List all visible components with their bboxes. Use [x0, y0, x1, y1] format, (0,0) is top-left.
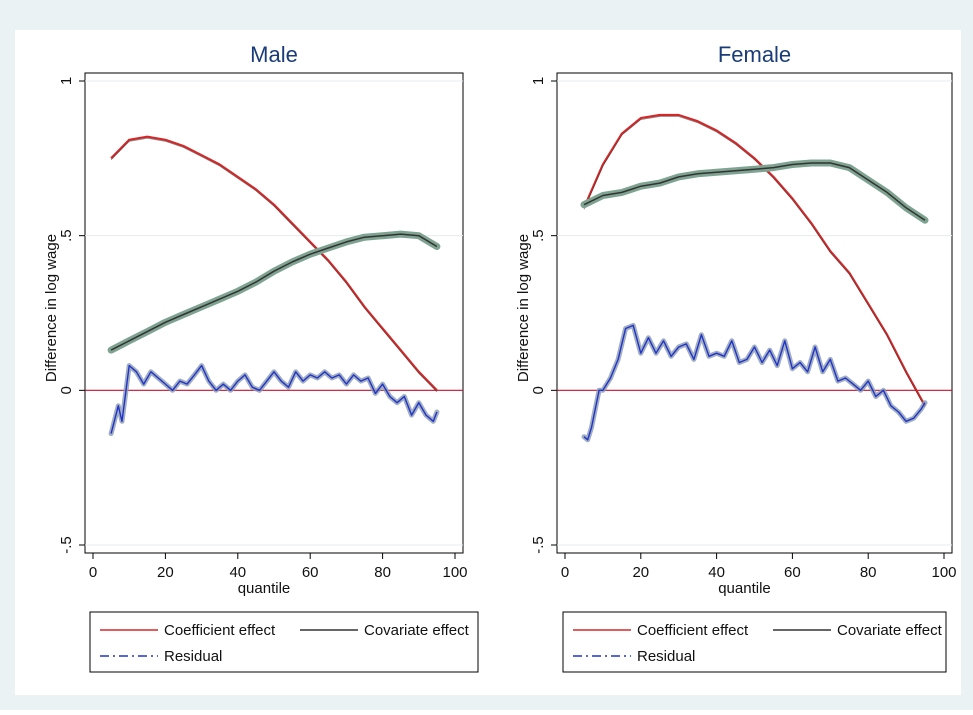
x-tick-label: 60	[784, 564, 801, 581]
x-tick-label: 80	[860, 564, 877, 581]
plot-area	[556, 72, 953, 554]
x-tick-label: 20	[157, 564, 174, 581]
legend-label: Coefficient effect	[637, 622, 749, 639]
chart-title: Male	[250, 42, 298, 67]
chart-panel-1: Male -.5 0 .5 1 0 20 40 60 80 100 quantile Differenc…	[15, 30, 489, 695]
series-residual-line	[110, 364, 438, 434]
y-tick-label: .5	[58, 229, 75, 242]
series-covariate-effect-line	[583, 162, 926, 221]
chart-title: Female	[718, 42, 791, 67]
legend-box	[89, 611, 479, 673]
legend-label: Covariate effect	[364, 622, 470, 639]
x-tick-label: 0	[89, 564, 97, 581]
x-tick-label: 100	[442, 564, 467, 581]
x-tick-label: 80	[374, 564, 391, 581]
series-coefficient-effect-line	[110, 135, 438, 392]
chart-panel-2: Female -.5 0 .5 1 0 20 40 60 80 100 quantile Differe…	[487, 30, 961, 695]
x-tick-label: 60	[302, 564, 319, 581]
legend-box	[562, 611, 947, 673]
legend-label: Coefficient effect	[164, 622, 276, 639]
y-tick-label: -.5	[530, 536, 547, 554]
x-tick-label: 40	[229, 564, 246, 581]
series-residual-line	[583, 324, 926, 441]
y-tick-label: 0	[530, 386, 547, 394]
series-coefficient-effect-line	[582, 113, 926, 407]
x-tick-label: 20	[632, 564, 649, 581]
x-axis-label: quantile	[718, 580, 771, 597]
y-tick-label: -.5	[58, 536, 75, 554]
y-tick-label: .5	[530, 229, 547, 242]
legend-label: Residual	[637, 648, 695, 665]
y-tick-label: 1	[58, 77, 75, 85]
x-tick-label: 40	[708, 564, 725, 581]
plot-area	[84, 72, 464, 554]
legend-label: Covariate effect	[837, 622, 943, 639]
y-tick-label: 1	[530, 77, 547, 85]
x-axis-label: quantile	[238, 580, 291, 597]
legend-label: Residual	[164, 648, 222, 665]
y-tick-label: 0	[58, 386, 75, 394]
x-tick-label: 0	[561, 564, 569, 581]
series-coefficient-effect-shadow	[110, 137, 438, 393]
series-covariate-effect-line	[110, 233, 438, 351]
series-coefficient-effect-shadow	[583, 116, 926, 408]
y-axis-label: Difference in log wage	[43, 234, 60, 382]
x-tick-label: 100	[931, 564, 956, 581]
y-axis-label: Difference in log wage	[515, 234, 532, 382]
